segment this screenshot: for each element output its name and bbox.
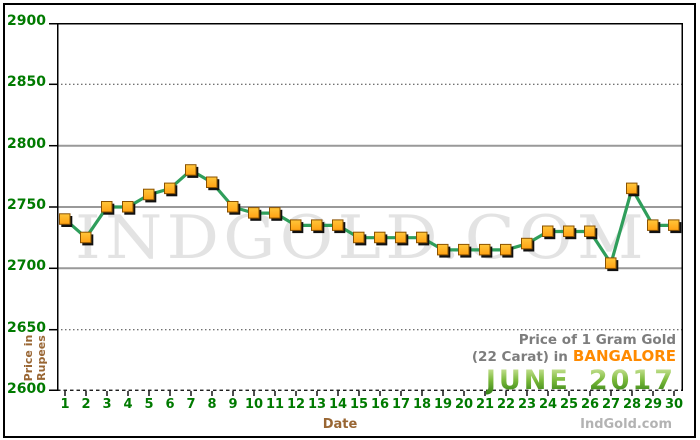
x-tick-label: 25: [559, 397, 579, 412]
x-tick-label: 30: [664, 397, 684, 412]
title-month: JUNE: [485, 365, 571, 396]
y-tick-label: 2900: [7, 13, 46, 29]
data-point-marker: [584, 225, 596, 237]
y-tick-label: 2600: [7, 381, 46, 397]
data-point-marker: [122, 201, 134, 213]
data-point-marker: [521, 237, 533, 250]
title-line1: Price of 1 Gram Gold: [518, 332, 676, 348]
data-point-marker: [143, 188, 155, 201]
data-point-marker: [227, 201, 239, 213]
outer-border: [3, 3, 696, 438]
x-tick-label: 13: [307, 397, 327, 412]
data-point-marker: [80, 231, 92, 244]
data-point-marker: [626, 182, 638, 195]
x-tick-label: 5: [144, 397, 154, 412]
x-tick-label: 20: [454, 397, 474, 412]
x-tick-label: 21: [475, 397, 495, 412]
y-tick-label: 2700: [7, 258, 46, 275]
x-tick-label: 26: [580, 397, 600, 412]
x-tick-label: 27: [601, 397, 621, 412]
x-tick-label: 1: [60, 397, 70, 412]
data-point-marker: [269, 207, 281, 219]
x-tick-label: 19: [433, 397, 453, 412]
x-tick-label: 28: [622, 397, 642, 412]
data-point-marker: [206, 176, 218, 188]
data-point-marker: [101, 201, 113, 213]
y-tick-label: 2750: [7, 197, 46, 213]
data-point-marker: [479, 243, 491, 256]
data-point-marker: [647, 219, 659, 231]
y-tick-label: 2800: [7, 135, 46, 152]
data-point-marker: [332, 219, 344, 231]
data-point-marker: [395, 231, 407, 244]
data-point-marker: [668, 219, 680, 231]
y-tick-label: 2650: [7, 319, 46, 336]
title-month-year: JUNE 2017: [486, 367, 676, 395]
x-tick-label: 4: [123, 397, 133, 412]
x-tick-label: 3: [102, 397, 112, 412]
x-tick-label: 14: [328, 397, 348, 412]
x-tick-label: 16: [370, 397, 390, 412]
data-point-marker: [605, 257, 617, 269]
x-tick-label: 15: [349, 397, 369, 412]
data-point-marker: [290, 219, 302, 231]
data-point-marker: [248, 207, 260, 219]
x-tick-label: 12: [286, 397, 306, 412]
x-tick-label: 8: [207, 397, 217, 412]
x-tick-label: 18: [412, 397, 432, 412]
chart-title-block: Price of 1 Gram Gold (22 Carat) in BANGAL…: [472, 332, 676, 395]
data-point-marker: [59, 213, 71, 225]
data-point-marker: [563, 225, 575, 237]
data-point-marker: [542, 225, 554, 237]
y-axis-title: Price in Rupees: [22, 324, 48, 392]
title-line2: (22 Carat) in BANGALORE: [472, 348, 676, 366]
plot-area: INDGOLD.COM: [49, 23, 683, 396]
data-point-marker: [416, 231, 428, 244]
title-city: BANGALORE: [572, 347, 676, 365]
x-tick-label: 23: [517, 397, 537, 412]
brand-footer: IndGold.com: [580, 417, 672, 432]
y-tick-label: 2850: [7, 74, 46, 91]
x-tick-label: 7: [186, 397, 196, 412]
data-point-marker: [164, 182, 176, 195]
x-tick-label: 9: [228, 397, 238, 412]
data-point-marker: [311, 219, 323, 231]
x-tick-label: 10: [244, 397, 264, 412]
title-line2-prefix: (22 Carat) in: [471, 349, 568, 365]
x-tick-label: 2: [81, 397, 91, 412]
y-axis-title-line1: Price in: [22, 334, 35, 382]
x-tick-label: 6: [165, 397, 175, 412]
data-point-marker: [353, 231, 365, 244]
x-tick-label: 11: [265, 397, 285, 412]
x-axis-title: Date: [322, 417, 358, 432]
x-tick-label: 29: [643, 397, 663, 412]
data-point-marker: [185, 164, 197, 176]
data-point-marker: [458, 243, 470, 256]
x-tick-label: 24: [538, 397, 558, 412]
title-year: 2017: [588, 365, 676, 396]
x-tick-label: 22: [496, 397, 516, 412]
data-point-marker: [374, 231, 386, 244]
y-axis-title-line2: Rupees: [35, 335, 48, 381]
data-point-marker: [500, 243, 512, 256]
x-tick-label: 17: [391, 397, 411, 412]
data-point-marker: [437, 243, 449, 256]
